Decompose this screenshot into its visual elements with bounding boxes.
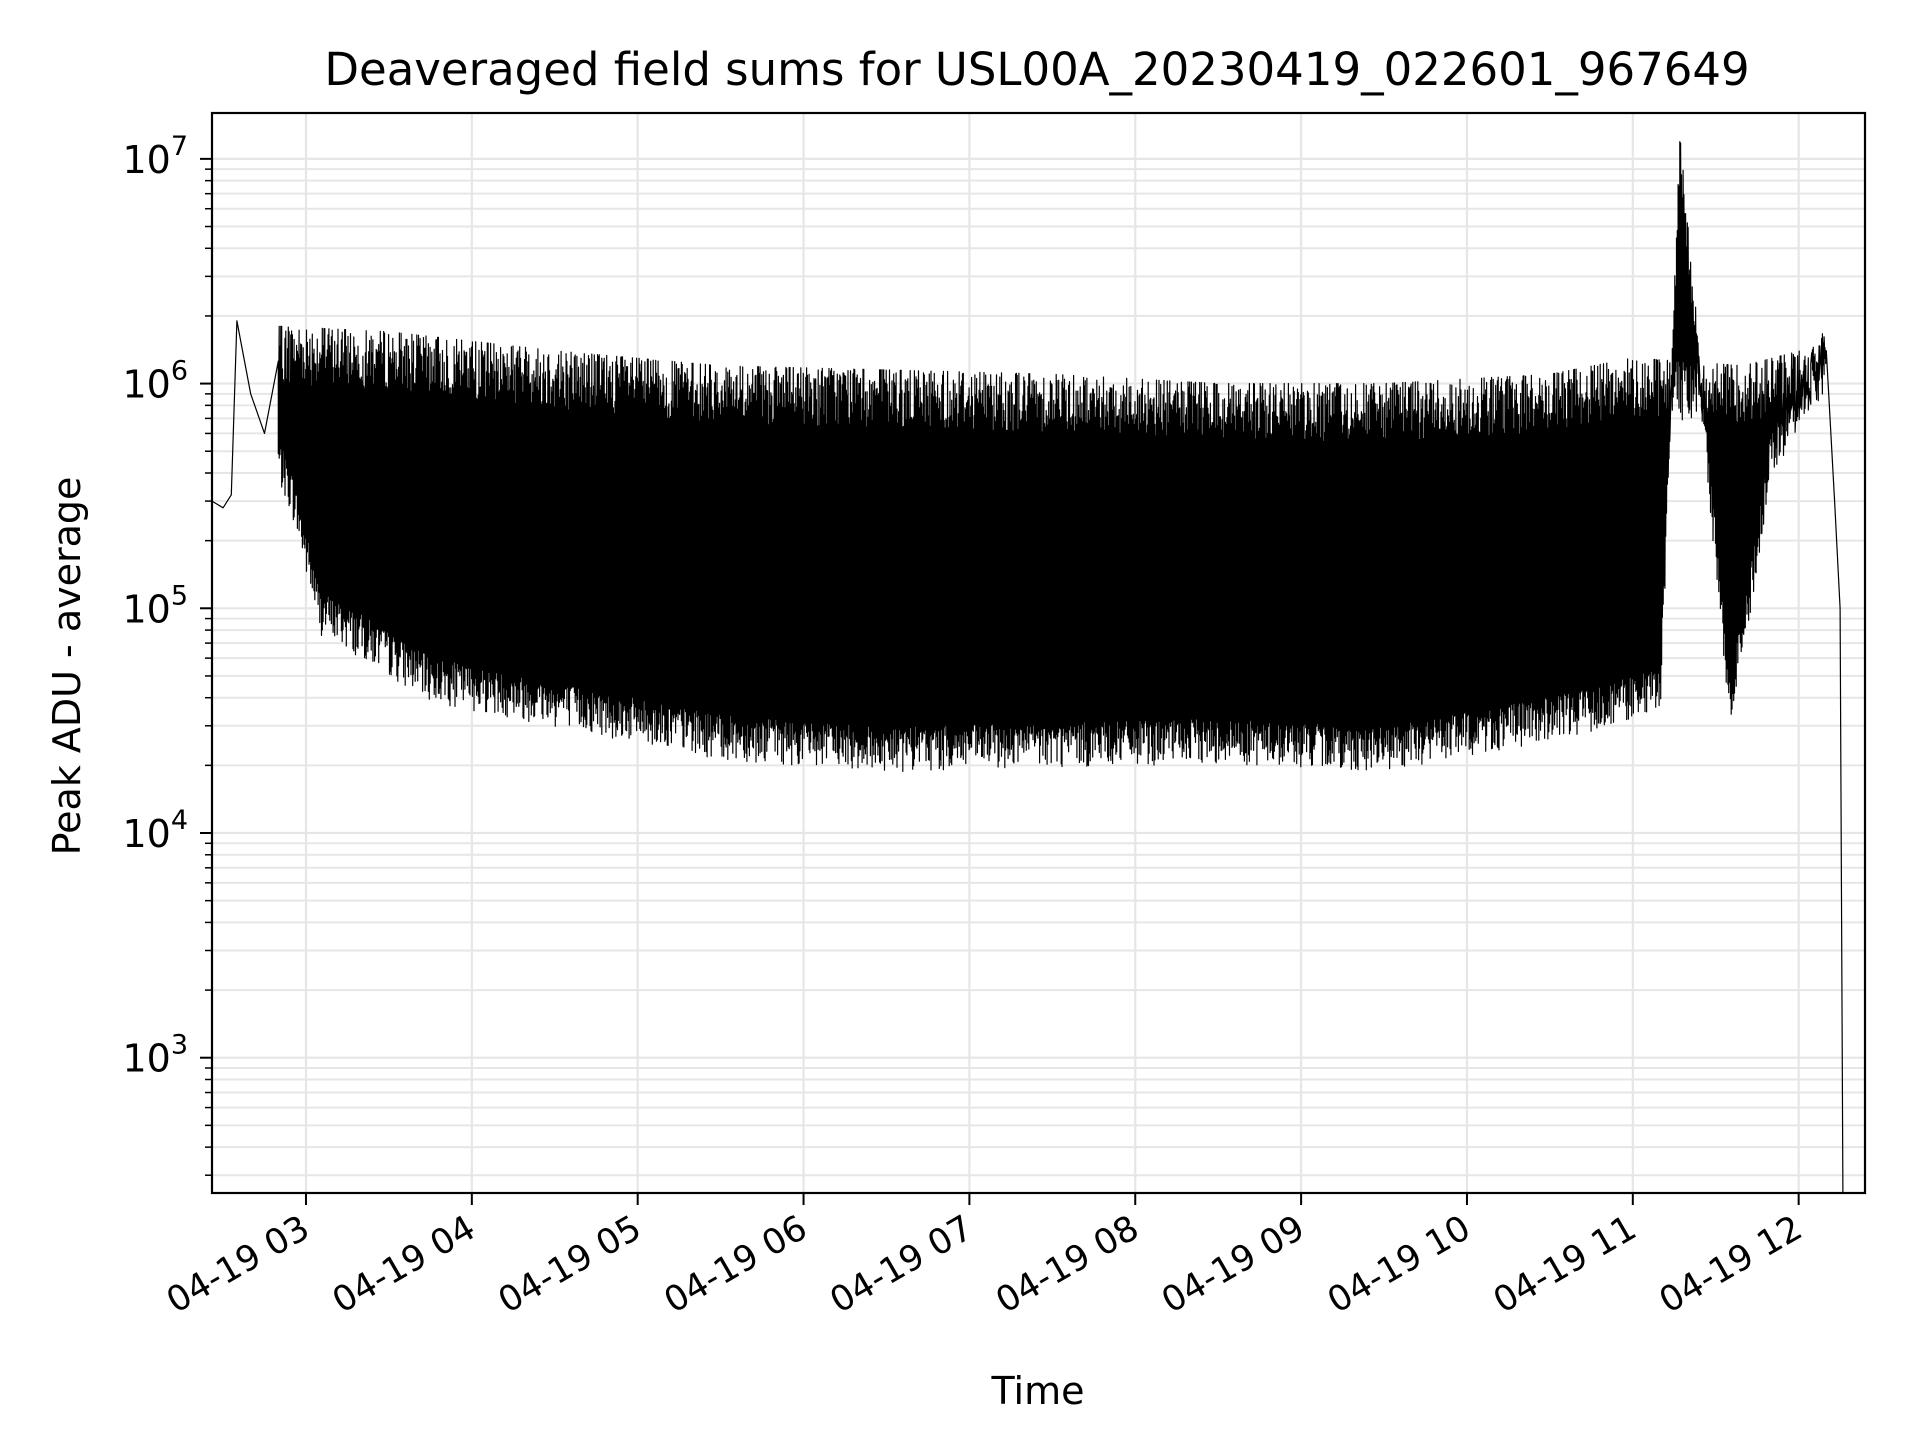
- plot-frame: [210, 111, 1867, 1195]
- y-axis-label: Peak ADU - average: [45, 477, 89, 856]
- x-axis-label: Time: [991, 1369, 1085, 1413]
- series-path: [211, 141, 1844, 1194]
- series-line: [211, 141, 1844, 1194]
- y-tick-label: 105: [122, 580, 188, 631]
- chart-title: Deaveraged field sums for USL00A_2023041…: [324, 43, 1749, 96]
